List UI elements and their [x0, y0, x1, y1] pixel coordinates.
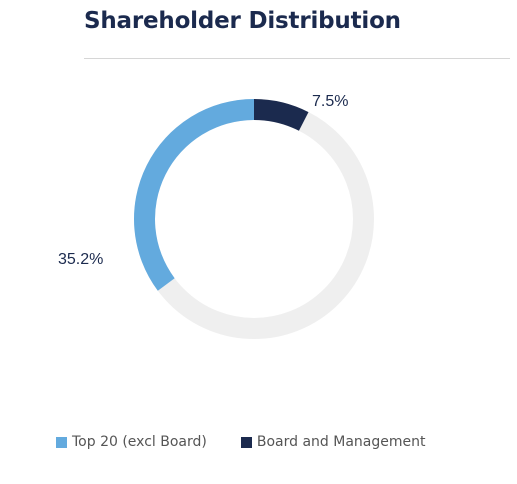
- legend-swatch-top-20: [56, 436, 67, 448]
- data-label-board-management: 7.5%: [312, 93, 348, 110]
- legend-label-top-20: Top 20 (excl Board): [72, 434, 207, 450]
- chart-legend: Top 20 (excl Board) Board and Management: [56, 434, 459, 450]
- donut-slice-board-management: [254, 99, 309, 131]
- data-label-top-20: 35.2%: [58, 251, 103, 268]
- donut-chart: 7.5% 35.2%: [58, 93, 374, 339]
- legend-label-board-management: Board and Management: [256, 434, 426, 450]
- legend-item-top-20: Top 20 (excl Board): [56, 434, 207, 450]
- donut-slice-top-20: [134, 99, 254, 291]
- legend-swatch-board-management: [240, 436, 252, 448]
- legend-item-board-management: Board and Management: [240, 434, 426, 450]
- chart-title: Shareholder Distribution: [84, 8, 401, 34]
- title-divider: [84, 58, 510, 59]
